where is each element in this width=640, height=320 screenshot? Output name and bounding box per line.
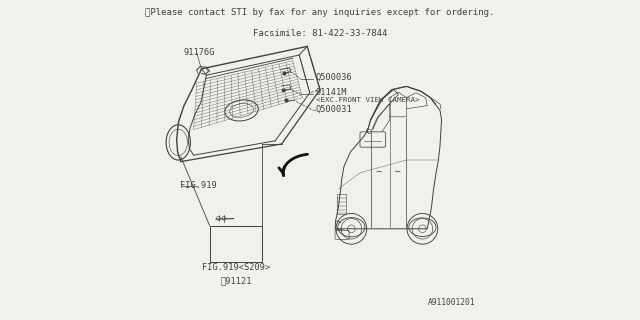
Text: FIG.919<S209>: FIG.919<S209> xyxy=(202,263,270,272)
Text: 91176G: 91176G xyxy=(183,48,214,57)
Text: ※91121: ※91121 xyxy=(220,276,252,285)
Text: Q500031: Q500031 xyxy=(316,105,353,114)
Bar xyxy=(337,194,346,214)
Text: 91141M: 91141M xyxy=(316,88,348,97)
Text: A911001201: A911001201 xyxy=(428,298,475,307)
Text: Facsimile: 81-422-33-7844: Facsimile: 81-422-33-7844 xyxy=(253,29,387,38)
Text: <EXC.FRONT VIEW CAMERA>: <EXC.FRONT VIEW CAMERA> xyxy=(316,97,419,103)
Text: ※Please contact STI by fax for any inquiries except for ordering.: ※Please contact STI by fax for any inqui… xyxy=(145,8,495,17)
Text: Q500036: Q500036 xyxy=(316,73,353,82)
Text: FIG.919: FIG.919 xyxy=(180,181,216,190)
Bar xyxy=(210,226,262,262)
